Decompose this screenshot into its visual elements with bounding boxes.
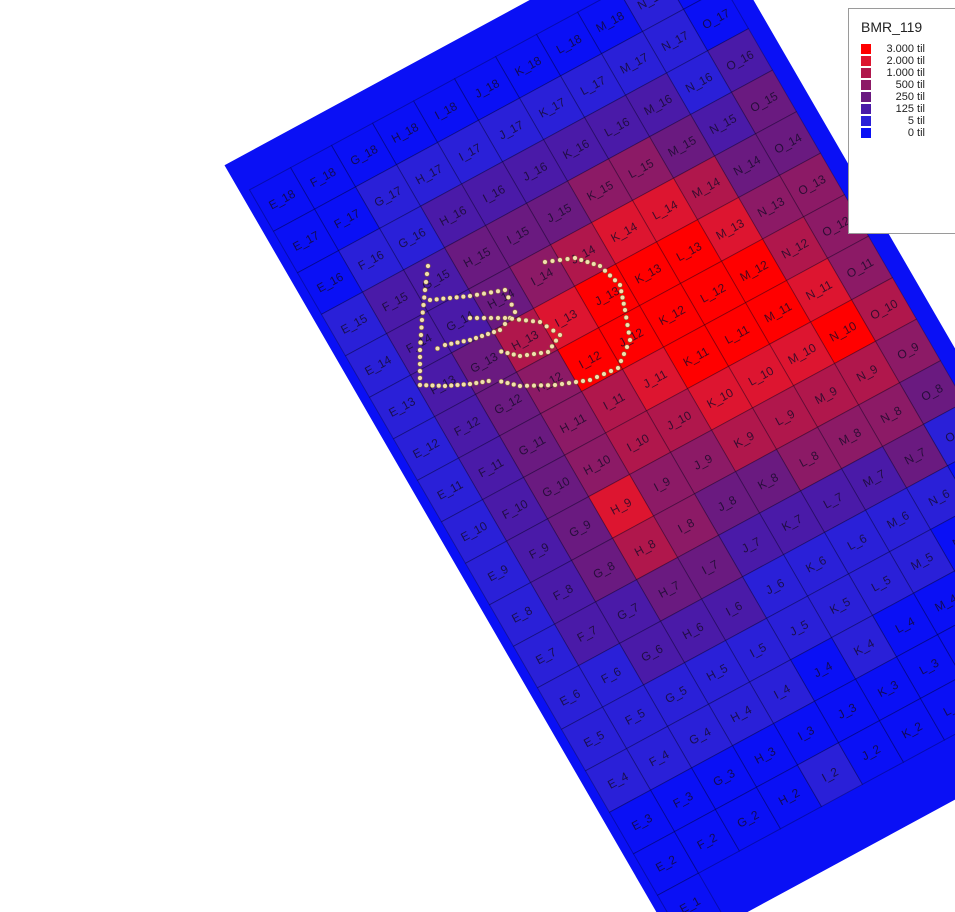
grid-cell <box>713 133 781 199</box>
grid-cell <box>488 581 556 648</box>
legend-row-3: 500 til <box>861 78 955 91</box>
legend-row-2: 1.000 til <box>861 66 955 79</box>
legend-row-7: 0 til <box>861 126 955 139</box>
grid-cell <box>672 155 740 221</box>
grid-cell <box>754 110 822 177</box>
grid-cell <box>696 196 764 262</box>
grid-cell <box>464 540 532 606</box>
grid-cell <box>741 553 809 620</box>
legend-swatch <box>861 67 871 78</box>
grid-cell <box>590 199 658 265</box>
grid-cell <box>566 158 634 224</box>
grid-cell <box>919 679 955 741</box>
grid-cell <box>689 91 757 157</box>
grid-cell <box>813 678 881 744</box>
legend-panel: BMR_119 3.000 til 2.000 til 1.000 til 50… <box>848 8 955 234</box>
grid-cell <box>631 177 699 243</box>
legend-swatch <box>861 115 871 126</box>
legend-label: 250 til <box>895 90 925 103</box>
grid-cell <box>542 116 610 182</box>
grid-cell <box>368 374 436 440</box>
grid-cell <box>440 498 508 565</box>
legend-swatch <box>861 43 871 54</box>
legend-label: 500 til <box>895 78 925 91</box>
legend-row-4: 250 til <box>861 90 955 103</box>
grid-cell <box>501 138 569 205</box>
grid-cell <box>677 0 702 11</box>
trace-outline-core <box>467 315 563 359</box>
legend-swatch <box>861 55 871 66</box>
legend-label: 125 til <box>895 102 925 115</box>
grid-cell <box>525 180 593 246</box>
grid-cell <box>344 332 412 399</box>
grid-cell-label: N_5 <box>950 528 955 551</box>
legend-row-5: 125 til <box>861 102 955 115</box>
legend-row-1: 2.000 til <box>861 54 955 67</box>
legend-swatch <box>861 79 871 90</box>
grid-cell <box>536 664 604 731</box>
grid-cell <box>584 747 652 814</box>
grid-cell <box>737 174 805 240</box>
grid-cell <box>717 512 785 578</box>
grid-cell <box>936 624 955 667</box>
grid-cell <box>608 789 676 855</box>
grid-cell <box>583 94 651 160</box>
legend-label: 2.000 til <box>886 54 925 67</box>
trace-outline-right <box>498 255 633 389</box>
legend-swatch <box>861 91 871 102</box>
grid-cell <box>296 249 364 316</box>
grid-cell <box>778 152 846 218</box>
legend-label: 3.000 til <box>886 42 925 55</box>
grid-cell <box>320 291 388 357</box>
legend-row-6: 5 til <box>861 114 955 127</box>
grid-cell <box>512 623 580 689</box>
grid-cell <box>607 136 675 202</box>
grid-cell <box>518 75 586 141</box>
legend-swatch <box>861 127 871 138</box>
grid-cell <box>789 636 857 703</box>
grid-cell <box>648 113 716 179</box>
grid-cell <box>460 161 528 227</box>
grid-cell <box>272 208 340 274</box>
legend-label: 0 til <box>907 126 925 139</box>
grid-cell <box>392 415 460 482</box>
legend-label: 5 til <box>907 114 925 127</box>
legend-row-0: 3.000 til <box>861 42 955 55</box>
trace-outline-inner <box>427 287 518 352</box>
trace-outline-left <box>417 263 492 389</box>
grid-cell <box>693 470 761 537</box>
grid-cell <box>946 461 955 480</box>
grid-cell <box>929 515 955 572</box>
legend-swatch <box>861 103 871 114</box>
legend-title: BMR_119 <box>861 19 923 35</box>
legend-label: 1.000 til <box>886 66 925 79</box>
grid-cell <box>765 595 833 661</box>
grid-cell <box>560 706 628 772</box>
